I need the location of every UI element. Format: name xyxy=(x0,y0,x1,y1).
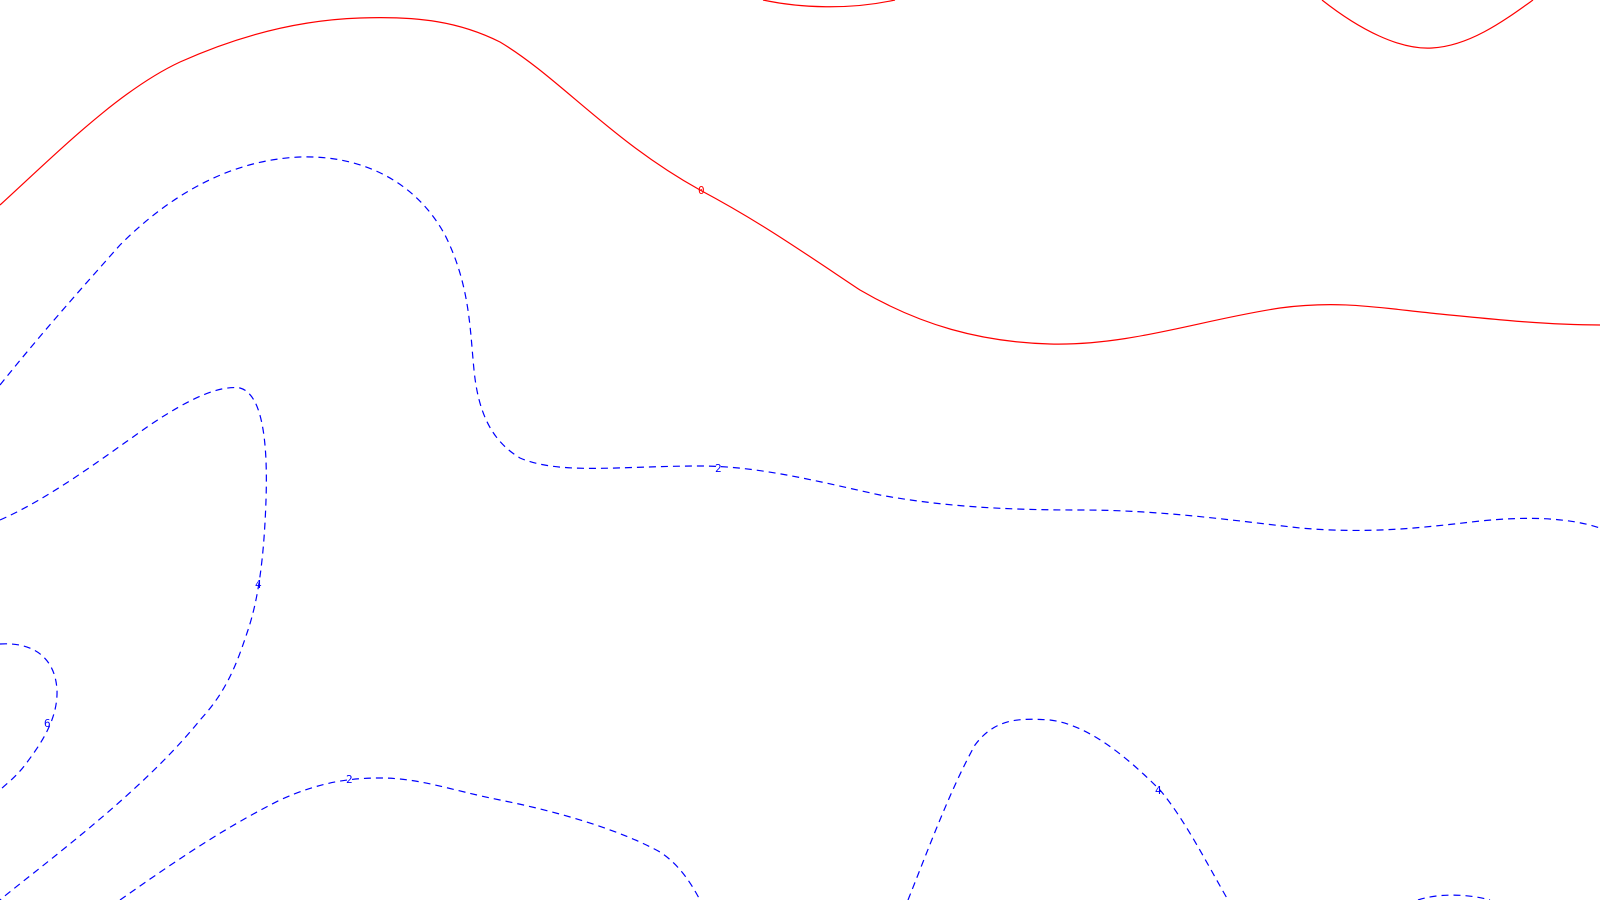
contour-label-2-lower: 2 xyxy=(346,773,353,786)
contour-line-2-main xyxy=(0,156,1600,532)
contour-line-4-left xyxy=(0,386,267,900)
contour-label-4-left: 4 xyxy=(255,578,262,591)
contour-label-4-lower-right: 4 xyxy=(1155,784,1162,797)
contour-label-6-left: 6 xyxy=(44,717,51,730)
contour-line-4-lower-right xyxy=(907,718,1229,900)
contour-line-6-left xyxy=(0,643,58,791)
contour-line-0-main xyxy=(0,17,1600,345)
contour-line-0-top-center xyxy=(762,0,896,8)
contour-label-2-middle: 2 xyxy=(715,462,722,475)
contour-line-2-lower xyxy=(119,777,701,900)
contour-line-6-lower-right xyxy=(1417,894,1491,900)
contour-label-0: 0 xyxy=(698,184,705,197)
contour-line-0-top-right xyxy=(1321,0,1534,49)
